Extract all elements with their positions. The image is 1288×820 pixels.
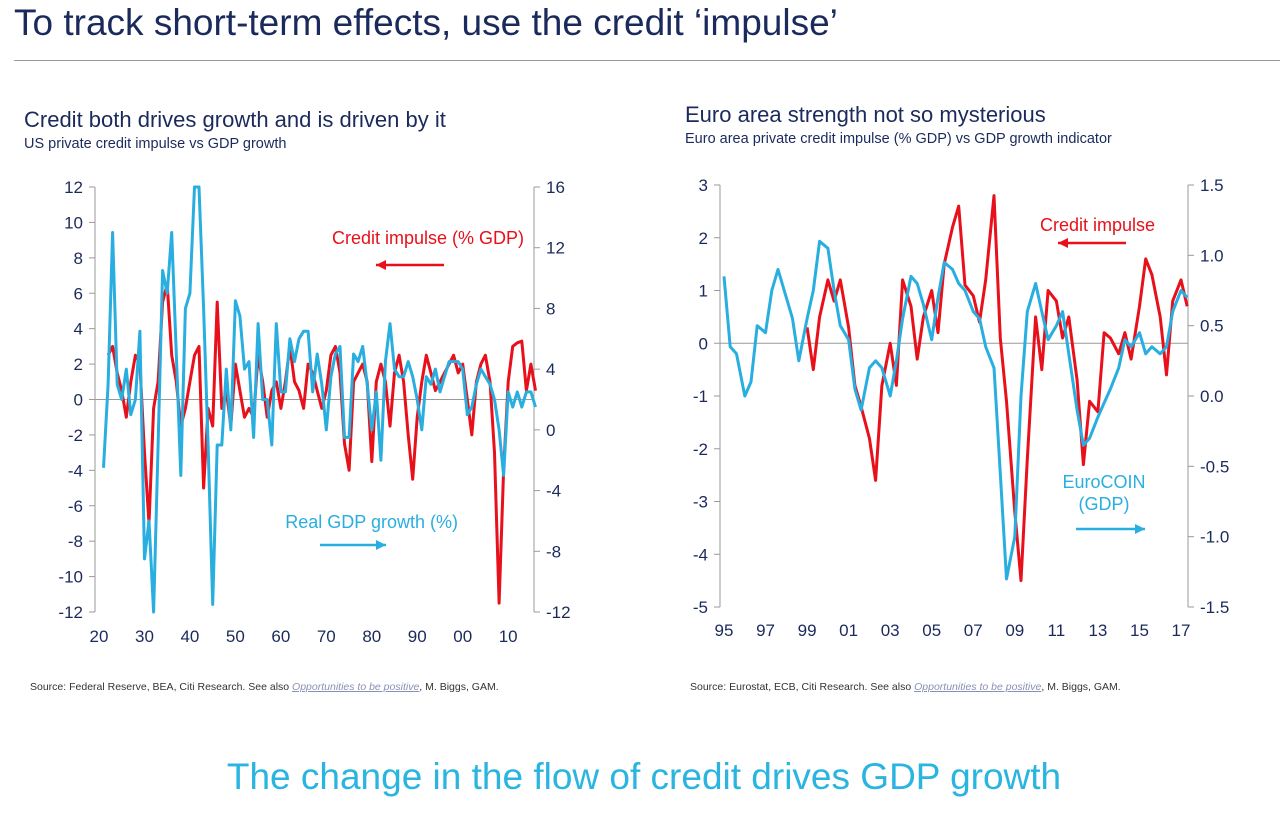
right-chart-x-tick-label: 15 xyxy=(1130,621,1149,640)
right-chart-right-tick-label: 1.5 xyxy=(1200,176,1224,195)
left-chart-left-tick-label: -6 xyxy=(68,497,83,516)
right-chart-x-tick-label: 03 xyxy=(881,621,900,640)
slide-tagline: The change in the flow of credit drives … xyxy=(226,756,1062,797)
right-chart-left-tick-label: -2 xyxy=(693,440,708,459)
left-chart-x-tick-label: 30 xyxy=(135,627,154,646)
left-chart-x-tick-label: 60 xyxy=(271,627,290,646)
left-chart-left-tick-label: -8 xyxy=(68,532,83,551)
right-chart-left-tick-label: -1 xyxy=(693,387,708,406)
right-chart-series-gdp-line xyxy=(722,239,1189,581)
left-chart-subtitle: US private credit impulse vs GDP growth xyxy=(24,136,287,152)
title-divider xyxy=(14,60,1280,61)
left-chart-x-tick-label: 00 xyxy=(453,627,472,646)
left-chart-left-tick-label: 0 xyxy=(74,391,83,410)
right-chart-x-tick-label: 07 xyxy=(964,621,983,640)
left-chart-x-tick-label: 10 xyxy=(499,627,518,646)
right-chart-x-tick-label: 09 xyxy=(1005,621,1024,640)
left-chart-x-tick-label: 50 xyxy=(226,627,245,646)
right-source-link[interactable]: Opportunities to be positive xyxy=(914,681,1042,693)
left-chart-x-tick-label: 20 xyxy=(90,627,109,646)
left-chart-left-tick-label: 12 xyxy=(64,178,83,197)
right-chart-subtitle: Euro area private credit impulse (% GDP)… xyxy=(685,131,1112,147)
left-chart-left-tick-label: -12 xyxy=(58,603,83,622)
right-chart-left-tick-label: -4 xyxy=(693,545,708,564)
right-chart-left-tick-label: 0 xyxy=(699,334,708,353)
right-chart-x-tick-label: 17 xyxy=(1172,621,1191,640)
left-chart-right-tick-label: 0 xyxy=(546,421,555,440)
left-chart-right-tick-label: -8 xyxy=(546,542,561,561)
left-chart-right-tick-label: 16 xyxy=(546,178,565,197)
left-source-note: Source: Federal Reserve, BEA, Citi Resea… xyxy=(30,681,540,694)
left-chart-left-tick-label: 2 xyxy=(74,355,83,374)
left-chart-x-tick-label: 70 xyxy=(317,627,336,646)
right-chart-left-tick-label: -5 xyxy=(693,598,708,617)
right-chart-series-label: EuroCOIN xyxy=(1062,472,1145,492)
left-chart-left-tick-label: -2 xyxy=(68,426,83,445)
right-chart-x-tick-label: 97 xyxy=(756,621,775,640)
left-source-suffix: , M. Biggs, GAM. xyxy=(419,681,499,693)
left-chart-left-tick-label: 8 xyxy=(74,249,83,268)
left-chart-x-tick-label: 90 xyxy=(408,627,427,646)
left-chart-series-gdp-line xyxy=(102,185,537,614)
left-chart-arrowhead-left-icon xyxy=(376,260,386,270)
right-source-prefix: Source: Eurostat, ECB, Citi Research. Se… xyxy=(690,681,915,693)
right-chart-x-tick-label: 95 xyxy=(715,621,734,640)
left-chart-right-tick-label: -12 xyxy=(546,603,571,622)
right-chart-right-tick-label: -1.5 xyxy=(1200,598,1229,617)
right-chart-right-tick-label: -0.5 xyxy=(1200,457,1229,476)
us-credit-impulse-chart: -12 -10 -8 -6 -4 -2 0 2 4 6 8 10 12 -12 -8 -4 0 4 8 12 16 20 3… xyxy=(58,178,571,646)
left-source-link[interactable]: Opportunities to be positive xyxy=(292,681,420,693)
right-chart-series-label: (GDP) xyxy=(1079,494,1130,514)
right-chart-arrowhead-left-icon xyxy=(1058,238,1068,248)
slide-title: To track short-term effects, use the cre… xyxy=(14,2,838,43)
right-chart-title: Euro area strength not so mysterious xyxy=(685,102,1046,127)
left-chart-arrowhead-right-icon xyxy=(376,540,386,550)
left-chart-right-tick-label: -4 xyxy=(546,482,561,501)
left-chart-left-tick-label: -10 xyxy=(58,568,83,587)
left-chart-x-tick-label: 80 xyxy=(362,627,381,646)
right-chart-left-tick-label: 3 xyxy=(699,176,708,195)
right-chart-x-tick-label: 01 xyxy=(839,621,858,640)
left-chart-left-tick-label: 6 xyxy=(74,284,83,303)
left-chart-right-tick-label: 4 xyxy=(546,360,555,379)
right-chart-left-tick-label: 1 xyxy=(699,282,708,301)
right-chart-x-tick-label: 13 xyxy=(1088,621,1107,640)
left-chart-x-tick-label: 40 xyxy=(180,627,199,646)
right-chart-x-tick-label: 11 xyxy=(1048,621,1066,640)
left-chart-left-tick-label: -4 xyxy=(68,461,83,480)
right-chart-left-tick-label: -3 xyxy=(693,493,708,512)
right-chart-left-tick-label: 2 xyxy=(699,229,708,248)
right-chart-right-tick-label: -1.0 xyxy=(1200,528,1229,547)
left-chart-left-tick-label: 4 xyxy=(74,320,83,339)
left-chart-title: Credit both drives growth and is driven … xyxy=(24,107,446,132)
left-chart-right-tick-label: 8 xyxy=(546,299,555,318)
left-chart-right-tick-label: 12 xyxy=(546,239,565,258)
right-chart-series-label: Credit impulse xyxy=(1040,215,1155,235)
left-chart-left-tick-label: 10 xyxy=(64,213,83,232)
right-chart-x-tick-label: 99 xyxy=(798,621,817,640)
right-chart-right-tick-label: 1.0 xyxy=(1200,246,1224,265)
right-chart-series-credit-impulse-line xyxy=(805,194,1189,583)
left-source-prefix: Source: Federal Reserve, BEA, Citi Resea… xyxy=(30,681,293,693)
right-chart-x-tick-label: 05 xyxy=(922,621,941,640)
left-chart-series-label: Real GDP growth (%) xyxy=(285,512,458,532)
right-chart-right-tick-label: 0.0 xyxy=(1200,387,1224,406)
left-chart-series-credit-impulse-line xyxy=(106,282,537,605)
left-chart-series-label: Credit impulse (% GDP) xyxy=(332,228,524,248)
right-source-note: Source: Eurostat, ECB, Citi Research. Se… xyxy=(690,681,1250,694)
right-chart-arrowhead-right-icon xyxy=(1135,524,1145,534)
right-source-suffix: , M. Biggs, GAM. xyxy=(1041,681,1121,693)
right-chart-right-tick-label: 0.5 xyxy=(1200,317,1224,336)
